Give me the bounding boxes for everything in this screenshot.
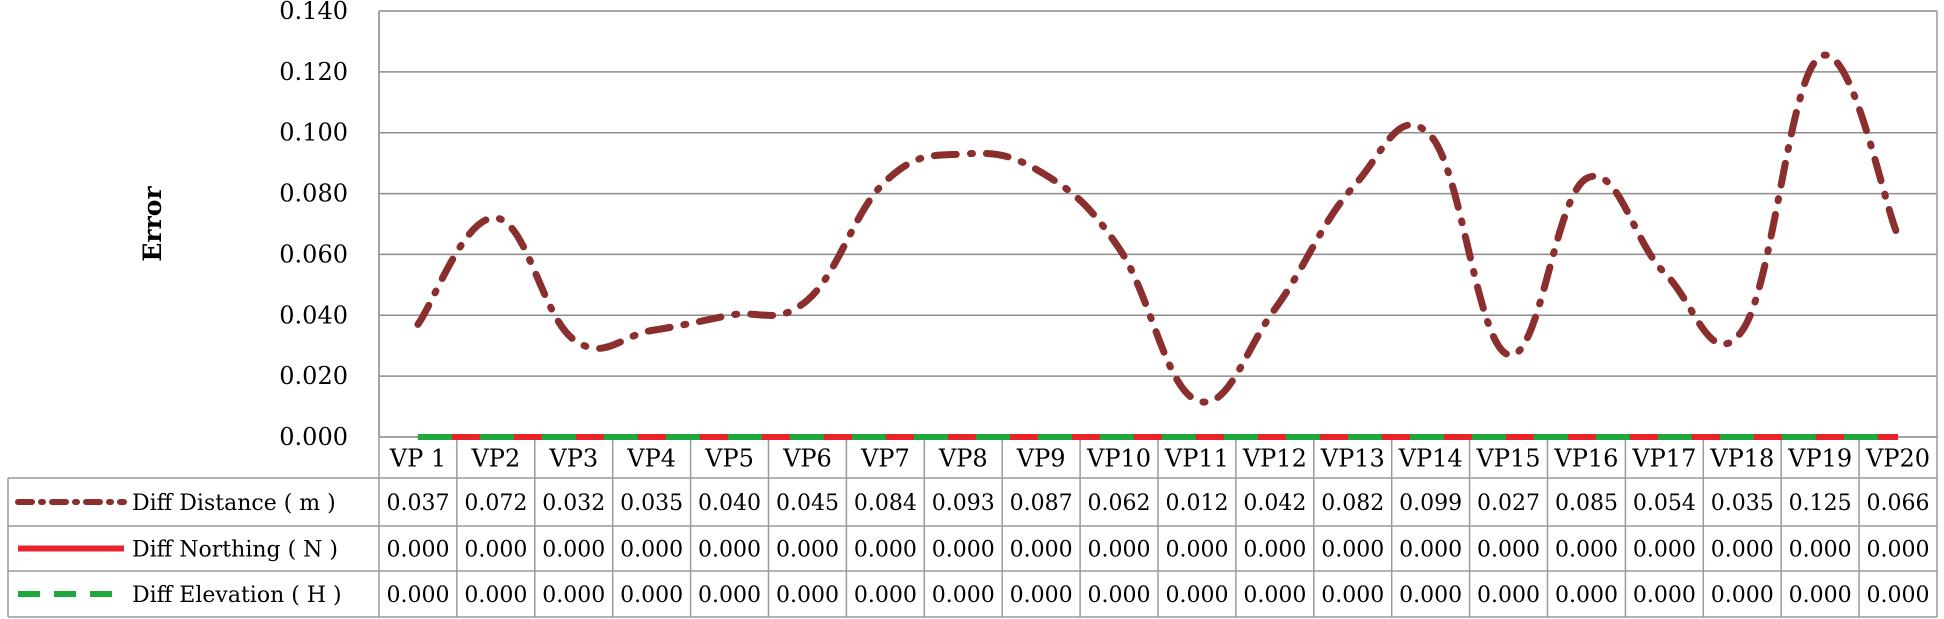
data-label: 0.000: [464, 583, 527, 608]
y-tick-label: 0.040: [279, 301, 348, 329]
data-label: 0.000: [386, 583, 449, 608]
data-label: 0.000: [620, 583, 683, 608]
data-label: 0.085: [1555, 491, 1618, 516]
category-label: VP20: [1865, 445, 1930, 473]
data-label: 0.000: [542, 538, 605, 563]
data-label: 0.000: [1867, 583, 1930, 608]
data-label: 0.000: [1321, 583, 1384, 608]
category-label: VP18: [1709, 445, 1774, 473]
data-label: 0.082: [1321, 491, 1384, 516]
data-label: 0.000: [698, 583, 761, 608]
data-label: 0.066: [1867, 491, 1930, 516]
data-label: 0.000: [932, 583, 995, 608]
category-label: VP6: [782, 445, 832, 473]
category-label: VP3: [548, 445, 598, 473]
data-label: 0.000: [854, 538, 917, 563]
data-label: 0.000: [464, 538, 527, 563]
data-label: 0.000: [1399, 583, 1462, 608]
data-label: 0.042: [1243, 491, 1306, 516]
data-label: 0.000: [932, 538, 995, 563]
data-label: 0.035: [1711, 491, 1774, 516]
data-label: 0.000: [1088, 583, 1151, 608]
category-label: VP11: [1164, 445, 1229, 473]
legend-label: Diff Elevation ( H ): [132, 583, 342, 608]
data-label: 0.087: [1010, 491, 1073, 516]
category-label: VP7: [860, 445, 910, 473]
data-label: 0.000: [1867, 538, 1930, 563]
category-label: VP5: [704, 445, 754, 473]
data-label: 0.000: [1789, 583, 1852, 608]
data-label: 0.084: [854, 491, 917, 516]
data-label: 0.000: [776, 583, 839, 608]
category-label: VP10: [1086, 445, 1151, 473]
data-label: 0.000: [1165, 538, 1228, 563]
y-tick-label: 0.060: [279, 240, 348, 268]
data-label: 0.000: [1010, 538, 1073, 563]
data-label: 0.000: [698, 538, 761, 563]
category-label: VP19: [1787, 445, 1852, 473]
category-label: VP14: [1398, 445, 1463, 473]
series-lines: [414, 51, 1902, 440]
category-label: VP8: [938, 445, 988, 473]
data-label: 0.000: [1088, 538, 1151, 563]
data-label: 0.000: [1789, 538, 1852, 563]
data-label: 0.035: [620, 491, 683, 516]
y-tick-label: 0.100: [279, 119, 348, 147]
data-label: 0.045: [776, 491, 839, 516]
data-label: 0.000: [1477, 583, 1540, 608]
category-label: VP17: [1631, 445, 1696, 473]
y-tick-label: 0.000: [279, 423, 348, 451]
data-label: 0.125: [1789, 491, 1852, 516]
legend-label: Diff Northing ( N ): [132, 538, 338, 563]
data-label: 0.032: [542, 491, 605, 516]
data-label: 0.062: [1088, 491, 1151, 516]
data-label: 0.000: [1711, 583, 1774, 608]
gridlines: [378, 10, 1937, 438]
data-label: 0.000: [854, 583, 917, 608]
y-tick-label: 0.080: [279, 180, 348, 208]
data-label: 0.000: [620, 538, 683, 563]
series-line: [414, 51, 1902, 406]
y-axis-label: Error: [138, 186, 167, 262]
data-label: 0.037: [386, 491, 449, 516]
legend-label: Diff Distance ( m ): [132, 491, 336, 516]
data-label: 0.000: [776, 538, 839, 563]
category-label: VP16: [1553, 445, 1618, 473]
data-table: VP 1 VP2 VP3 VP4 VP5 VP6 VP7 VP8 VP9 VP10 VP11 VP12…: [7, 11, 1938, 618]
y-tick-label: 0.020: [279, 362, 348, 390]
data-label: 0.000: [1633, 538, 1696, 563]
y-tick-label: 0.140: [279, 0, 348, 25]
data-label: 0.072: [464, 491, 527, 516]
data-label: 0.000: [1711, 538, 1774, 563]
data-label: 0.000: [386, 538, 449, 563]
data-label: 0.000: [1477, 538, 1540, 563]
data-label: 0.054: [1633, 491, 1696, 516]
data-label: 0.000: [1243, 538, 1306, 563]
data-label: 0.040: [698, 491, 761, 516]
data-label: 0.000: [1010, 583, 1073, 608]
category-label: VP12: [1242, 445, 1307, 473]
data-label: 0.000: [1555, 583, 1618, 608]
data-label: 0.000: [1633, 583, 1696, 608]
category-label: VP13: [1320, 445, 1385, 473]
data-label: 0.093: [932, 491, 995, 516]
data-label: 0.000: [1555, 538, 1618, 563]
y-tick-label: 0.120: [279, 58, 348, 86]
data-label: 0.027: [1477, 491, 1540, 516]
category-label: VP 1: [389, 445, 446, 473]
data-label: 0.099: [1399, 491, 1462, 516]
data-label: 0.000: [1243, 583, 1306, 608]
category-label: VP9: [1016, 445, 1066, 473]
data-label: 0.000: [1399, 538, 1462, 563]
category-label: VP4: [626, 445, 676, 473]
data-label: 0.012: [1165, 491, 1228, 516]
category-label: VP2: [470, 445, 520, 473]
data-label: 0.000: [1165, 583, 1228, 608]
data-label: 0.000: [1321, 538, 1384, 563]
y-axis-tick-labels: 0.000 0.020 0.040 0.060 0.080 0.100 0.120 0.140: [279, 0, 348, 451]
data-label: 0.000: [542, 583, 605, 608]
category-label: VP15: [1476, 445, 1541, 473]
